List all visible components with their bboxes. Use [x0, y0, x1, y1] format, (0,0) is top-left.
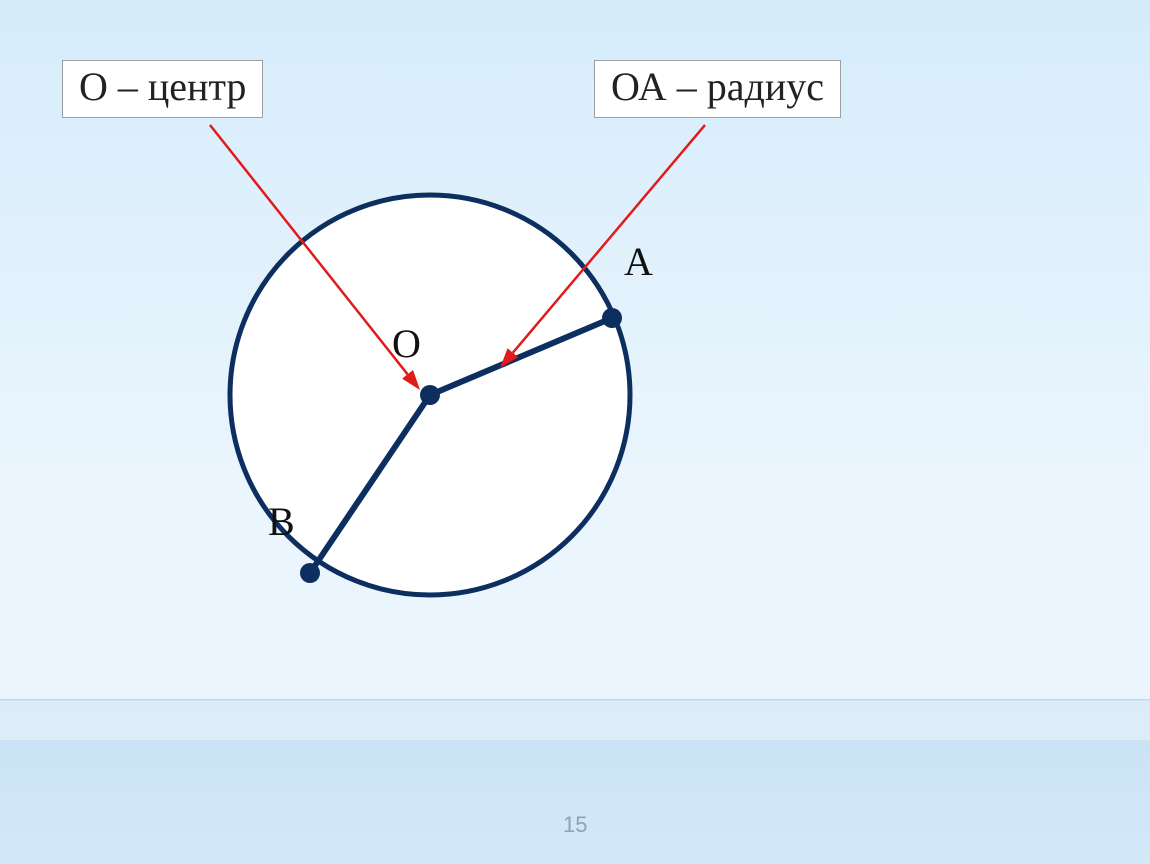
point-label-O: О: [392, 320, 421, 367]
slide-stage: О – центр ОА – радиус О А В 15: [0, 0, 1150, 864]
point-A: [602, 308, 622, 328]
page-number: 15: [563, 812, 587, 838]
point-label-A: А: [624, 238, 653, 285]
point-B: [300, 563, 320, 583]
point-O: [420, 385, 440, 405]
point-label-B: В: [268, 498, 295, 545]
diagram-layer: [0, 0, 1150, 864]
